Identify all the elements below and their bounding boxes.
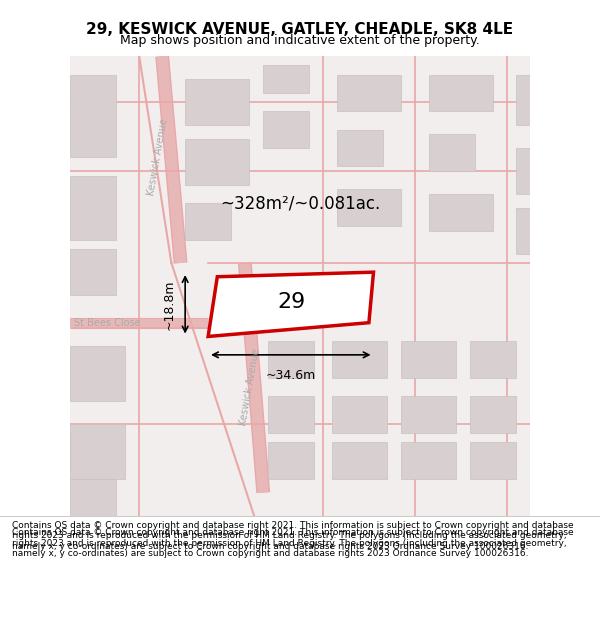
Bar <box>470 396 516 433</box>
Text: Keswick Avenue: Keswick Avenue <box>146 118 169 197</box>
Bar <box>470 341 516 377</box>
Bar <box>332 341 387 377</box>
Bar <box>401 442 456 479</box>
Bar <box>337 189 401 226</box>
Text: ~18.8m: ~18.8m <box>163 279 176 329</box>
Bar <box>516 74 530 125</box>
Polygon shape <box>208 272 373 336</box>
Bar <box>185 79 250 125</box>
Bar <box>263 111 309 148</box>
Bar <box>401 341 456 377</box>
Bar <box>70 479 116 516</box>
Bar <box>185 203 231 240</box>
Text: Keswick Avenue: Keswick Avenue <box>238 348 261 426</box>
Bar <box>337 74 401 111</box>
Bar <box>337 130 383 166</box>
Bar <box>332 442 387 479</box>
Text: ~34.6m: ~34.6m <box>266 369 316 382</box>
Text: 29: 29 <box>278 292 306 312</box>
Bar <box>332 396 387 433</box>
Bar <box>428 194 493 231</box>
Bar <box>70 176 116 240</box>
Bar <box>268 396 314 433</box>
Text: ~328m²/~0.081ac.: ~328m²/~0.081ac. <box>220 194 380 213</box>
Bar <box>70 424 125 479</box>
Text: Contains OS data © Crown copyright and database right 2021. This information is : Contains OS data © Crown copyright and d… <box>12 521 574 551</box>
Bar <box>428 74 493 111</box>
Bar <box>516 208 530 254</box>
Text: 29, KESWICK AVENUE, GATLEY, CHEADLE, SK8 4LE: 29, KESWICK AVENUE, GATLEY, CHEADLE, SK8… <box>86 22 514 37</box>
Text: Map shows position and indicative extent of the property.: Map shows position and indicative extent… <box>120 34 480 48</box>
Bar <box>70 74 116 158</box>
Bar <box>263 66 309 93</box>
Bar <box>401 396 456 433</box>
Bar <box>185 139 250 185</box>
Text: Contains OS data © Crown copyright and database right 2021. This information is : Contains OS data © Crown copyright and d… <box>12 528 574 558</box>
Bar <box>70 433 116 470</box>
Bar <box>268 341 314 377</box>
Bar <box>268 442 314 479</box>
Text: St Bees Close: St Bees Close <box>74 318 140 328</box>
Bar <box>428 134 475 171</box>
Bar <box>70 346 125 401</box>
Bar <box>516 148 530 194</box>
Bar <box>70 249 116 295</box>
Bar <box>470 442 516 479</box>
